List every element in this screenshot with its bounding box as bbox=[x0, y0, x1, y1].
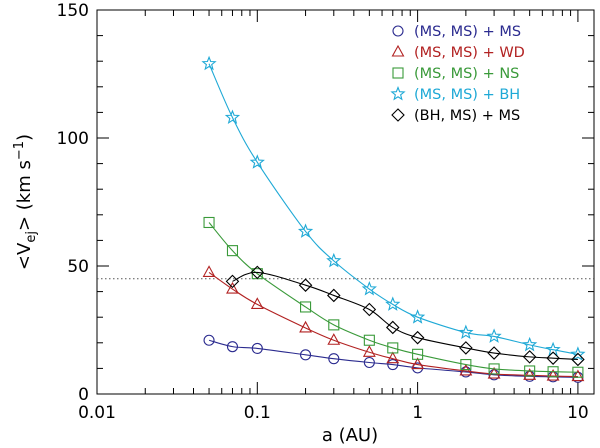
y-axis-label-close: > (km s bbox=[14, 160, 35, 231]
y-axis-label-sup: −1 bbox=[12, 141, 27, 160]
data-point bbox=[459, 341, 473, 355]
legend-marker bbox=[392, 67, 404, 79]
data-point bbox=[225, 274, 240, 289]
data-point bbox=[458, 324, 474, 340]
plot-frame bbox=[96, 9, 595, 395]
legend-entry: (MS, MS) + BH bbox=[414, 87, 520, 103]
data-point bbox=[545, 341, 561, 357]
data-point bbox=[570, 346, 586, 361]
data-point bbox=[300, 301, 312, 313]
legend-marker bbox=[392, 25, 404, 37]
data-point bbox=[327, 333, 341, 345]
series-line bbox=[232, 271, 578, 360]
legend-marker bbox=[391, 44, 405, 57]
y-tick-label: 50 bbox=[67, 257, 89, 277]
data-point bbox=[300, 349, 312, 361]
data-point bbox=[226, 245, 239, 257]
data-point bbox=[571, 369, 585, 382]
data-point bbox=[298, 278, 313, 292]
data-point bbox=[546, 351, 560, 365]
x-tick-label: 10 bbox=[567, 403, 589, 423]
data-point bbox=[385, 320, 400, 335]
data-point bbox=[387, 342, 399, 354]
data-point bbox=[203, 216, 215, 229]
data-point bbox=[201, 55, 217, 71]
data-point bbox=[203, 334, 215, 346]
data-point bbox=[486, 328, 502, 343]
data-point bbox=[460, 359, 472, 371]
data-point bbox=[524, 365, 536, 377]
data-point bbox=[522, 350, 537, 364]
data-point bbox=[249, 154, 265, 169]
legend-entry: (BH, MS) + MS bbox=[414, 108, 520, 124]
data-point bbox=[387, 359, 399, 371]
legend-entry: (MS, MS) + WD bbox=[414, 45, 525, 61]
data-point bbox=[488, 363, 500, 375]
y-tick-label: 0 bbox=[78, 385, 89, 405]
data-point bbox=[363, 334, 375, 346]
y-axis-label-open: <V bbox=[14, 242, 35, 270]
data-point bbox=[297, 223, 314, 238]
data-point bbox=[224, 109, 241, 125]
data-point bbox=[386, 351, 400, 364]
data-point bbox=[487, 366, 501, 379]
series-bh-ms-ms bbox=[225, 265, 585, 367]
y-axis-label-end: ) bbox=[14, 134, 35, 141]
series-layer bbox=[201, 55, 586, 383]
data-point bbox=[523, 368, 537, 380]
x-tick-label: 1 bbox=[412, 403, 423, 423]
data-point bbox=[362, 345, 376, 357]
data-point bbox=[326, 252, 342, 268]
data-point bbox=[385, 296, 401, 311]
data-point bbox=[411, 357, 425, 370]
data-point bbox=[412, 348, 424, 360]
x-axis-label: a (AU) bbox=[322, 425, 378, 446]
data-point bbox=[250, 297, 264, 309]
series-ms-ms-bh bbox=[201, 55, 586, 361]
legend: (MS, MS) + MS (MS, MS) + WD (MS, MS) + NS (… bbox=[390, 24, 525, 124]
data-point bbox=[409, 309, 426, 324]
y-axis-label: <Vej> (km s−1) bbox=[12, 134, 39, 270]
x-tick-label: 0.01 bbox=[78, 403, 116, 423]
data-point bbox=[202, 265, 216, 277]
data-point bbox=[572, 366, 584, 378]
legend-marker bbox=[390, 85, 406, 101]
data-point bbox=[546, 368, 560, 381]
y-tick-label: 150 bbox=[57, 1, 89, 21]
series-line bbox=[208, 271, 578, 378]
y-axis-label-sub: ej bbox=[24, 231, 39, 243]
x-tick-label: 0.1 bbox=[244, 403, 271, 423]
series-ms-ms-ns bbox=[203, 216, 584, 378]
data-point bbox=[226, 341, 239, 353]
legend-entry: (MS, MS) + MS bbox=[414, 24, 521, 40]
data-point bbox=[362, 302, 377, 317]
data-point bbox=[487, 346, 501, 360]
legend-marker bbox=[391, 108, 405, 122]
data-point bbox=[328, 319, 340, 331]
data-point bbox=[250, 265, 265, 280]
data-point bbox=[571, 352, 585, 367]
legend-entry: (MS, MS) + NS bbox=[414, 66, 519, 82]
data-point bbox=[361, 281, 377, 296]
data-point bbox=[410, 330, 425, 345]
data-point bbox=[363, 356, 375, 369]
data-point bbox=[547, 366, 559, 378]
data-point bbox=[328, 353, 340, 365]
data-point bbox=[226, 281, 239, 294]
series-line bbox=[208, 222, 578, 373]
data-point bbox=[327, 288, 341, 303]
data-point bbox=[251, 342, 263, 354]
data-point bbox=[522, 336, 538, 352]
data-point bbox=[299, 320, 312, 333]
series-ms-ms-wd bbox=[202, 265, 585, 382]
series-line bbox=[208, 63, 579, 355]
y-tick-label: 100 bbox=[57, 129, 89, 149]
